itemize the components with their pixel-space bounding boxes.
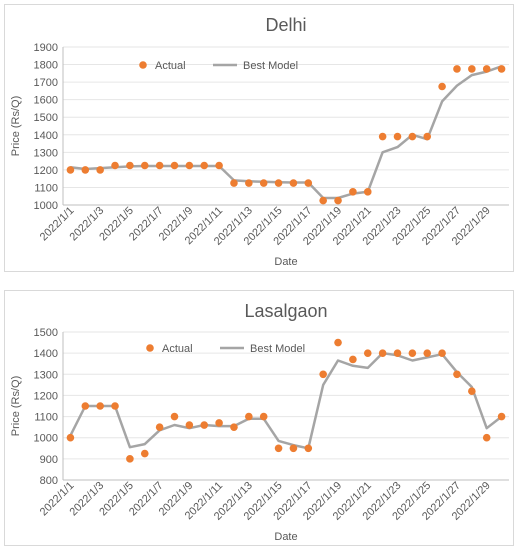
data-point-actual bbox=[96, 402, 104, 410]
data-point-actual bbox=[393, 132, 402, 141]
data-point-actual bbox=[438, 349, 446, 357]
y-tick-label: 1200 bbox=[34, 390, 58, 402]
y-axis-label: Price (Rs/Q) bbox=[10, 96, 22, 157]
data-point-actual bbox=[230, 423, 238, 431]
data-point-actual bbox=[126, 161, 134, 170]
data-point-actual bbox=[274, 179, 283, 187]
y-tick-label: 900 bbox=[40, 454, 58, 466]
data-point-actual bbox=[200, 421, 209, 429]
series-line-best-model bbox=[69, 351, 503, 450]
data-point-actual bbox=[408, 349, 417, 357]
data-point-actual bbox=[66, 433, 75, 442]
y-tick-label: 1500 bbox=[34, 112, 58, 124]
data-point-actual bbox=[453, 65, 461, 73]
data-point-actual bbox=[304, 179, 313, 187]
data-point-actual bbox=[111, 402, 119, 410]
data-point-actual bbox=[245, 179, 253, 187]
y-tick-label: 1200 bbox=[34, 165, 58, 177]
data-point-actual bbox=[319, 196, 327, 205]
data-point-actual bbox=[200, 161, 209, 170]
data-point-actual bbox=[438, 82, 446, 91]
chart-delhi: Delhi 1000 1100 1200 1300 1400 1500 1600 1700 180… bbox=[10, 15, 509, 268]
series-line-best-model bbox=[70, 65, 503, 200]
y-tick-label: 1700 bbox=[34, 77, 58, 89]
y-axis-label: Price (Rs/Q) bbox=[10, 376, 22, 437]
data-point-actual bbox=[334, 196, 342, 205]
legend-label: Best Model bbox=[250, 343, 305, 355]
x-axis-label: Date bbox=[274, 256, 297, 268]
data-point-actual bbox=[482, 433, 491, 442]
chart-lasalgaon: Lasalgaon8009001000110012001300140015002… bbox=[10, 301, 509, 543]
legend-label: Best Model bbox=[243, 60, 298, 72]
y-tick-label: 1300 bbox=[34, 369, 58, 381]
y-tick-label: 1100 bbox=[34, 412, 58, 424]
chart-title: Lasalgaon bbox=[244, 301, 327, 321]
data-point-actual bbox=[497, 412, 506, 421]
data-point-actual bbox=[185, 421, 194, 429]
x-axis-label: Date bbox=[274, 531, 297, 543]
data-point-actual bbox=[393, 349, 402, 357]
y-tick-label: 1600 bbox=[34, 95, 58, 107]
chart-panel-delhi: Delhi 1000 1100 1200 1300 1400 1500 1600 1700 180… bbox=[4, 4, 514, 272]
data-point-actual bbox=[245, 412, 253, 421]
data-point-actual bbox=[289, 179, 298, 187]
data-point-actual bbox=[185, 161, 194, 170]
chart-title: Delhi bbox=[265, 15, 306, 35]
data-point-actual bbox=[349, 188, 357, 196]
chart-panel-lasalgaon: Lasalgaon 800 900 1000 1100 1200 1300 1400 1500 2… bbox=[4, 290, 514, 546]
data-point-actual bbox=[468, 387, 476, 395]
data-point-actual bbox=[363, 188, 372, 196]
data-point-actual bbox=[111, 161, 119, 170]
y-tick-label: 1400 bbox=[34, 130, 58, 142]
y-tick-label: 1100 bbox=[34, 182, 58, 194]
data-point-actual bbox=[259, 412, 268, 421]
data-point-actual bbox=[423, 132, 432, 141]
data-point-actual bbox=[81, 166, 90, 174]
data-point-actual bbox=[215, 161, 223, 170]
data-point-actual bbox=[274, 444, 283, 453]
y-tick-label: 1000 bbox=[34, 200, 58, 212]
data-point-actual bbox=[155, 161, 164, 170]
data-point-actual bbox=[170, 412, 179, 421]
y-tick-label: 1000 bbox=[34, 433, 58, 445]
data-point-actual bbox=[319, 370, 327, 379]
y-tick-label: 1300 bbox=[34, 147, 58, 159]
data-point-actual bbox=[304, 444, 313, 453]
data-point-actual bbox=[215, 419, 223, 427]
legend-marker-actual bbox=[146, 344, 154, 352]
data-point-actual bbox=[96, 166, 104, 174]
y-tick-label: 1800 bbox=[34, 60, 58, 72]
data-point-actual bbox=[363, 349, 372, 357]
y-tick-label: 1900 bbox=[34, 42, 58, 54]
legend-label: Actual bbox=[162, 343, 193, 355]
data-point-actual bbox=[126, 455, 134, 463]
y-tick-label: 1500 bbox=[34, 327, 58, 339]
data-point-actual bbox=[378, 132, 387, 141]
data-point-actual bbox=[155, 423, 164, 431]
data-point-actual bbox=[423, 349, 432, 357]
data-point-actual bbox=[482, 65, 491, 73]
data-point-actual bbox=[140, 161, 149, 170]
data-point-actual bbox=[170, 161, 179, 170]
data-point-actual bbox=[349, 355, 357, 364]
data-point-actual bbox=[334, 338, 342, 347]
legend-label: Actual bbox=[155, 60, 186, 72]
data-point-actual bbox=[289, 444, 298, 453]
data-point-actual bbox=[259, 179, 268, 187]
data-point-actual bbox=[66, 166, 75, 174]
data-point-actual bbox=[408, 132, 417, 141]
legend-marker-actual bbox=[139, 61, 147, 69]
data-point-actual bbox=[81, 402, 90, 410]
data-point-actual bbox=[378, 349, 387, 357]
data-point-actual bbox=[230, 179, 238, 187]
data-point-actual bbox=[453, 370, 461, 379]
data-point-actual bbox=[468, 65, 476, 73]
y-tick-label: 800 bbox=[40, 475, 58, 487]
data-point-actual bbox=[140, 449, 149, 458]
y-tick-label: 1400 bbox=[34, 348, 58, 360]
data-point-actual bbox=[497, 65, 506, 73]
